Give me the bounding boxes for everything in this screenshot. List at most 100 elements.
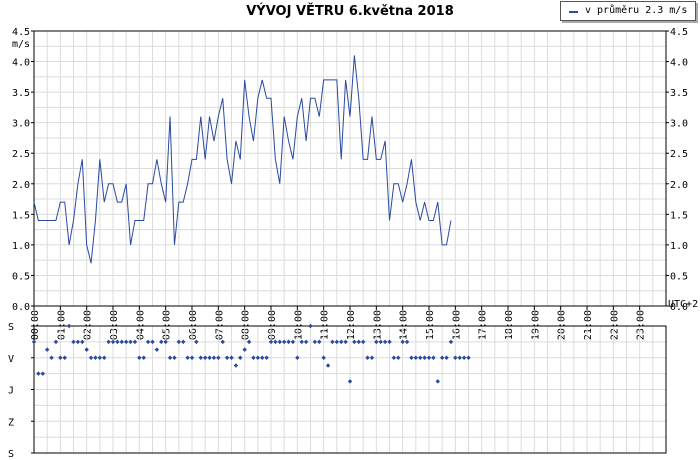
direction-point <box>251 355 256 360</box>
y-tick-label-right: 3.0 <box>670 119 688 130</box>
direction-point <box>435 379 440 384</box>
x-tick-label: 10:00 <box>293 310 304 340</box>
direction-point <box>154 347 160 352</box>
x-tick-label: 13:00 <box>372 310 383 340</box>
direction-point <box>260 355 265 360</box>
direction-point <box>93 355 98 360</box>
x-tick-label: 17:00 <box>478 310 489 340</box>
direction-point <box>159 339 164 345</box>
direction-point <box>422 355 427 360</box>
y-tick-label-right: 4.0 <box>670 58 688 69</box>
direction-point <box>71 339 76 345</box>
direction-point <box>123 339 129 345</box>
direction-point <box>31 339 37 345</box>
direction-point <box>150 339 155 345</box>
direction-point <box>461 355 467 360</box>
y-tick-label-right: 4.5 <box>670 27 688 38</box>
x-tick-label: 12:00 <box>346 310 357 340</box>
y-tick-label-right: 0.5 <box>670 271 688 282</box>
direction-point <box>198 355 203 360</box>
direction-point <box>189 355 195 360</box>
direction-point <box>356 339 361 345</box>
x-tick-label: 02:00 <box>83 310 94 340</box>
direction-point <box>360 339 366 345</box>
direction-point <box>413 355 419 360</box>
direction-point <box>448 339 454 345</box>
y-tick-label-left: 1.0 <box>12 241 30 252</box>
direction-point <box>418 355 423 360</box>
direction-point <box>299 339 304 345</box>
direction-point <box>321 355 326 360</box>
direction-point <box>374 339 379 345</box>
y-tick-label-right: 3.5 <box>670 88 688 99</box>
direction-label: V <box>8 354 14 365</box>
direction-point <box>167 355 173 360</box>
direction-point <box>382 339 388 345</box>
direction-point <box>369 355 375 360</box>
x-tick-label: 03:00 <box>109 310 120 340</box>
direction-point <box>233 363 239 368</box>
y-tick-label-left: 2.5 <box>12 149 30 160</box>
direction-point <box>457 355 462 360</box>
y-tick-label-right: 2.5 <box>670 149 688 160</box>
direction-label: S <box>8 449 14 460</box>
direction-point <box>44 347 50 352</box>
direction-point <box>194 339 199 345</box>
direction-point <box>242 347 247 352</box>
y-tick-label-left: 2.0 <box>12 180 30 191</box>
direction-point <box>224 355 230 360</box>
direction-point <box>238 355 243 360</box>
direction-point <box>75 339 81 345</box>
wind-speed-chart: 0.0 0.0 0.5 0.5 1.0 1.0 1.5 1.5 2.0 2.0 2.5 2.5 3.0 3… <box>12 27 698 340</box>
direction-point <box>290 339 296 345</box>
x-tick-label: 04:00 <box>135 310 146 340</box>
direction-point <box>66 323 72 329</box>
direction-point <box>339 339 344 345</box>
direction-point <box>273 339 278 345</box>
direction-point <box>365 355 370 360</box>
direction-point <box>286 339 291 345</box>
direction-point <box>295 355 300 360</box>
wind-speed-series <box>33 55 452 264</box>
x-tick-label: 11:00 <box>320 310 331 340</box>
x-tick-label: 01:00 <box>56 310 67 340</box>
x-tick-label: 08:00 <box>241 310 252 340</box>
legend-label: v průměru 2.3 m/s <box>585 5 688 16</box>
direction-point <box>40 371 45 376</box>
x-tick-label: 09:00 <box>267 310 278 340</box>
direction-point <box>352 339 357 345</box>
direction-point <box>268 339 274 345</box>
direction-point <box>229 355 234 360</box>
direction-point <box>444 355 449 360</box>
direction-point <box>396 355 401 360</box>
x-tick-label: 07:00 <box>214 310 225 340</box>
direction-point <box>211 355 217 360</box>
x-tick-label: 18:00 <box>504 310 515 340</box>
direction-point <box>172 355 177 360</box>
y-tick-label-left: 4.5 <box>12 27 30 38</box>
direction-point <box>255 355 261 360</box>
y-tick-label-left: 4.0 <box>12 58 30 69</box>
legend: v průměru 2.3 m/s <box>560 1 696 21</box>
y-tick-label-right: 0.0 <box>670 302 688 313</box>
direction-point <box>391 355 397 360</box>
direction-point <box>216 355 221 360</box>
direction-point <box>308 323 313 329</box>
direction-point <box>202 355 208 360</box>
x-tick-label: 22:00 <box>609 310 620 340</box>
direction-point <box>312 339 318 345</box>
direction-point <box>102 355 107 360</box>
direction-point <box>141 355 146 360</box>
direction-point <box>466 355 471 360</box>
direction-point <box>53 339 59 345</box>
direction-point <box>439 355 445 360</box>
direction-point <box>207 355 212 360</box>
y-tick-label-left: 0.0 <box>12 302 30 313</box>
direction-point <box>80 339 85 345</box>
x-tick-label: 06:00 <box>188 310 199 340</box>
direction-point <box>409 355 414 360</box>
x-tick-label: 21:00 <box>583 310 594 340</box>
y-axis-label: m/s <box>12 39 30 50</box>
y-tick-label-left: 0.5 <box>12 271 30 282</box>
direction-point <box>88 355 94 360</box>
